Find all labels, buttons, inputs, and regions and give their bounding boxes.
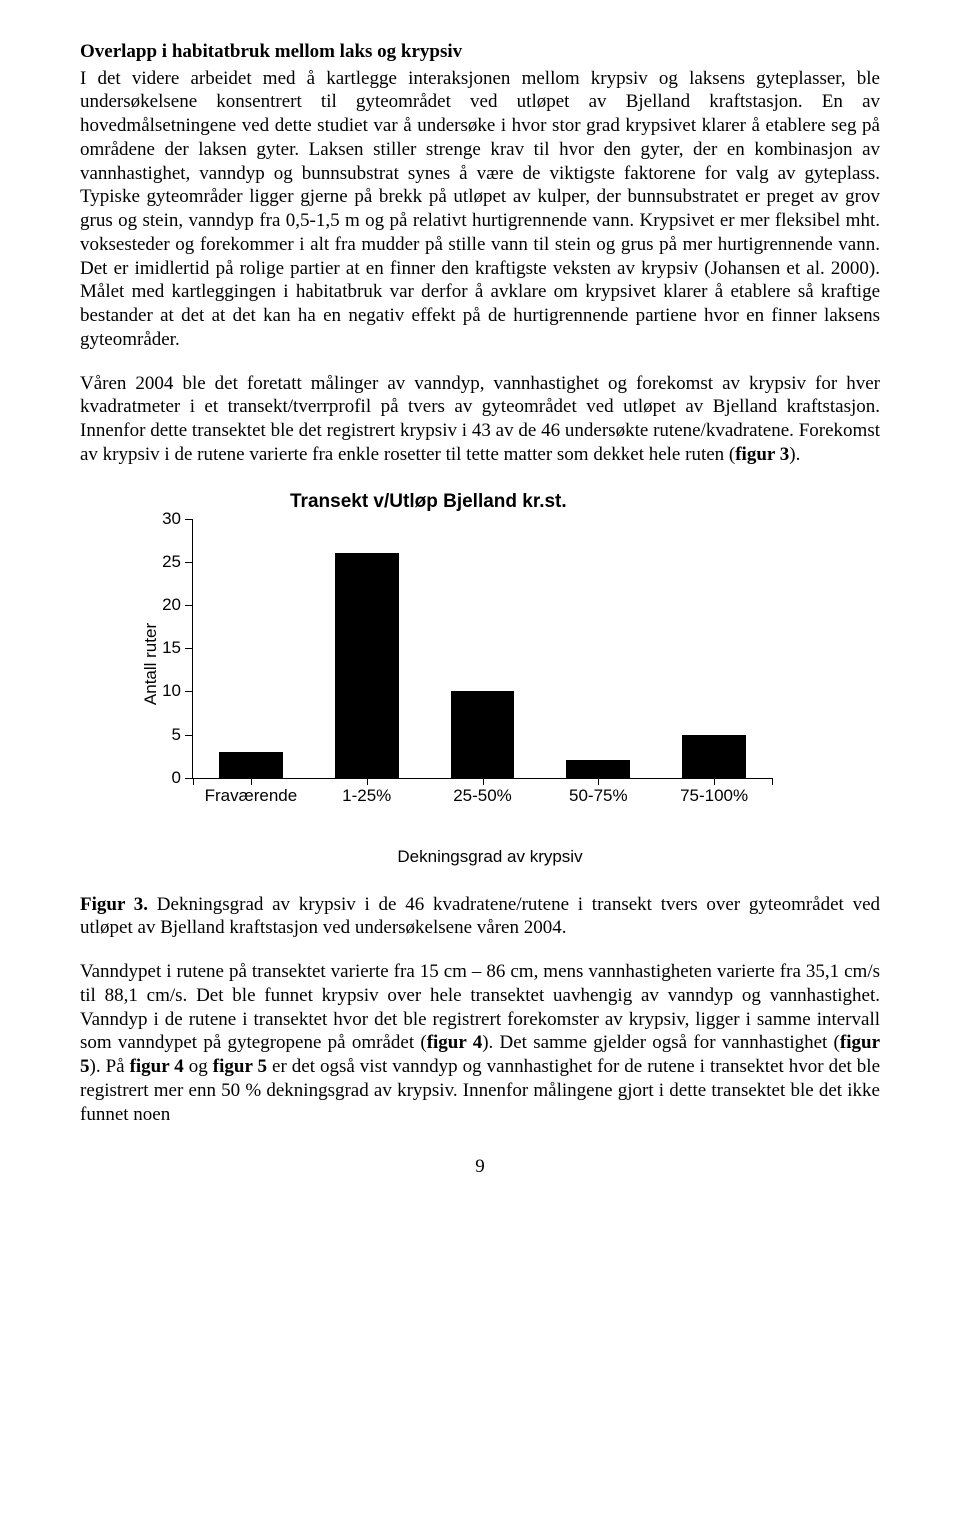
bar <box>451 691 515 777</box>
x-tick <box>598 778 599 785</box>
y-tick <box>185 778 193 779</box>
y-tick-label: 0 <box>153 768 181 788</box>
paragraph-3b: ). Det samme gjelder også for vannhastig… <box>482 1032 840 1053</box>
x-tick <box>483 778 484 785</box>
figure-caption-label: Figur 3. <box>80 894 148 915</box>
page-number: 9 <box>80 1156 880 1178</box>
figure-ref-3a: figur 3 <box>735 444 789 465</box>
y-tick <box>185 735 193 736</box>
y-tick-label: 15 <box>153 638 181 658</box>
chart-container: Antall ruter 051015202530Fraværende1-25%… <box>132 519 772 809</box>
y-tick <box>185 648 193 649</box>
x-tick-label: 1-25% <box>342 786 391 806</box>
y-tick-label: 30 <box>153 509 181 529</box>
x-tick <box>367 778 368 785</box>
paragraph-1: I det videre arbeidet med å kartlegge in… <box>80 67 880 352</box>
bar <box>335 553 399 777</box>
y-tick <box>185 605 193 606</box>
x-tick <box>772 778 773 785</box>
plot-area: 051015202530Fraværende1-25%25-50%50-75%7… <box>192 519 772 779</box>
y-tick-label: 20 <box>153 595 181 615</box>
x-axis-label: Dekningsgrad av krypsiv <box>100 847 880 867</box>
bar <box>219 752 283 778</box>
y-tick <box>185 691 193 692</box>
bar <box>682 735 746 778</box>
y-tick <box>185 562 193 563</box>
y-tick-label: 5 <box>153 725 181 745</box>
y-tick-label: 10 <box>153 681 181 701</box>
x-tick-label: 50-75% <box>569 786 628 806</box>
section-heading: Overlapp i habitatbruk mellom laks og kr… <box>80 40 880 65</box>
paragraph-3c: ). På <box>90 1056 130 1077</box>
paragraph-2: Våren 2004 ble det foretatt målinger av … <box>80 372 880 467</box>
x-tick-label: Fraværende <box>205 786 298 806</box>
y-tick <box>185 519 193 520</box>
figure-ref-4b: figur 4 <box>130 1056 184 1077</box>
figure-3-caption: Figur 3. Dekningsgrad av krypsiv i de 46… <box>80 893 880 941</box>
paragraph-3d: og <box>184 1056 213 1077</box>
x-tick <box>714 778 715 785</box>
figure-ref-4a: figur 4 <box>427 1032 483 1053</box>
figure-caption-text: Dekningsgrad av krypsiv i de 46 kvadrate… <box>80 894 880 939</box>
chart-title: Transekt v/Utløp Bjelland kr.st. <box>290 491 880 513</box>
bar <box>566 760 630 777</box>
x-tick <box>251 778 252 785</box>
y-tick-label: 25 <box>153 552 181 572</box>
x-tick <box>193 778 194 785</box>
x-tick-label: 25-50% <box>453 786 512 806</box>
document-page: Overlapp i habitatbruk mellom laks og kr… <box>0 0 960 1218</box>
bar-chart: Transekt v/Utløp Bjelland kr.st. Antall … <box>80 491 880 867</box>
x-tick-label: 75-100% <box>680 786 748 806</box>
figure-ref-5b: figur 5 <box>213 1056 267 1077</box>
paragraph-2-tail: ). <box>789 444 800 465</box>
paragraph-3: Vanndypet i rutene på transektet variert… <box>80 960 880 1126</box>
